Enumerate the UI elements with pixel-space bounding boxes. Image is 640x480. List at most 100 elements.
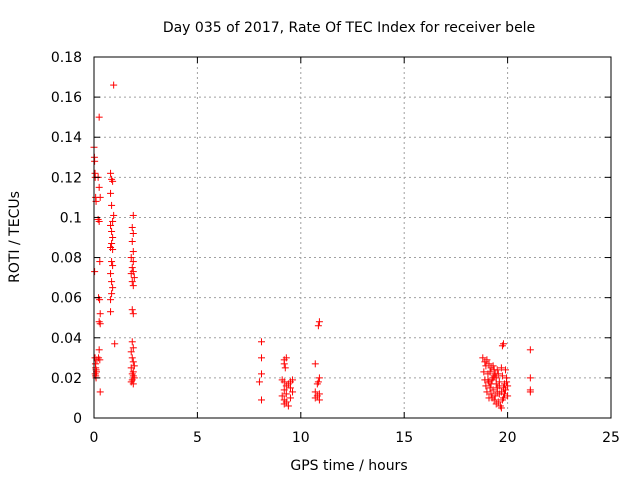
data-point-marker: [96, 258, 104, 266]
data-point-marker: [128, 238, 136, 246]
data-point-marker: [503, 378, 511, 386]
axis-ticks: [93, 56, 612, 419]
x-tick-label: 20: [499, 430, 517, 446]
data-point-marker: [258, 354, 266, 362]
data-point-marker: [107, 221, 115, 229]
data-point-marker: [128, 264, 136, 272]
data-point-marker: [286, 394, 294, 402]
data-point-marker: [504, 382, 512, 390]
data-point-marker: [492, 374, 500, 382]
data-point-marker: [108, 227, 116, 235]
data-point-marker: [500, 390, 508, 398]
data-point-marker: [129, 248, 137, 256]
data-point-marker: [489, 362, 497, 370]
y-tick-labels: 0 0.02 0.04 0.06 0.08 0.1 0.12 0.14 0.16 0.18: [51, 50, 82, 427]
data-point-marker: [490, 366, 498, 374]
data-point-marker: [258, 370, 266, 378]
data-point-marker: [96, 310, 104, 318]
data-point-marker: [526, 374, 534, 382]
data-point-marker: [129, 344, 137, 352]
data-point-marker: [111, 340, 119, 348]
data-point-marker: [280, 378, 288, 386]
chart-title: Day 035 of 2017, Rate Of TEC Index for r…: [163, 20, 535, 36]
data-point-marker: [289, 388, 297, 396]
data-markers: [90, 81, 534, 412]
data-point-marker: [526, 388, 534, 396]
x-tick-label: 10: [292, 430, 310, 446]
data-point-marker: [108, 278, 116, 286]
data-point-marker: [280, 386, 288, 394]
data-point-marker: [497, 364, 505, 372]
y-tick-label: 0.1: [60, 210, 82, 226]
data-point-marker: [502, 366, 510, 374]
data-point-marker: [488, 394, 496, 402]
x-axis-label: GPS time / hours: [290, 458, 407, 474]
data-point-marker: [109, 262, 117, 270]
data-point-marker: [95, 346, 103, 354]
data-point-marker: [127, 254, 135, 262]
data-point-marker: [311, 394, 319, 402]
data-point-marker: [482, 382, 490, 390]
y-tick-label: 0.02: [51, 371, 82, 387]
data-point-marker: [129, 211, 137, 219]
data-point-marker: [286, 384, 294, 392]
data-point-marker: [313, 380, 321, 388]
data-point-marker: [483, 388, 491, 396]
data-point-marker: [129, 258, 137, 266]
data-point-marker: [109, 177, 117, 185]
plot-frame: [93, 56, 612, 419]
data-point-marker: [96, 193, 104, 201]
data-point-marker: [315, 396, 323, 404]
data-point-marker: [484, 376, 492, 384]
data-point-marker: [499, 384, 507, 392]
data-point-marker: [108, 258, 116, 266]
data-point-marker: [96, 320, 104, 328]
data-point-marker: [107, 169, 115, 177]
data-point-marker: [280, 400, 288, 408]
data-point-marker: [128, 338, 136, 346]
x-tick-labels: 0 5 10 15 20 25: [90, 430, 620, 446]
data-point-marker: [492, 400, 500, 408]
data-point-marker: [284, 402, 292, 410]
data-point-marker: [314, 322, 322, 330]
data-point-marker: [278, 392, 286, 400]
data-point-marker: [108, 240, 116, 248]
data-point-marker: [498, 342, 506, 350]
data-point-marker: [130, 274, 138, 282]
data-point-marker: [129, 380, 137, 388]
data-point-marker: [110, 211, 118, 219]
data-point-marker: [129, 310, 137, 318]
data-point-marker: [107, 189, 115, 197]
data-point-marker: [109, 234, 117, 241]
data-point-marker: [95, 113, 103, 121]
x-tick-label: 5: [193, 430, 202, 446]
y-tick-label: 0.16: [51, 90, 82, 106]
data-point-marker: [258, 396, 266, 404]
y-tick-label: 0: [73, 411, 82, 427]
data-point-marker: [491, 370, 499, 378]
data-point-marker: [95, 183, 103, 191]
data-point-marker: [495, 382, 503, 390]
data-point-marker: [107, 270, 115, 278]
data-point-marker: [129, 229, 137, 237]
data-point-marker: [109, 284, 117, 292]
y-tick-label: 0.14: [51, 130, 82, 146]
data-point-marker: [96, 356, 104, 364]
data-point-marker: [487, 380, 495, 388]
data-point-marker: [108, 290, 116, 298]
data-point-marker: [128, 354, 136, 362]
data-point-marker: [110, 81, 118, 89]
data-point-marker: [282, 354, 290, 362]
data-point-marker: [315, 374, 323, 382]
grid-lines: [94, 57, 611, 418]
data-point-marker: [483, 356, 491, 364]
data-point-marker: [311, 360, 319, 368]
data-point-marker: [109, 246, 117, 254]
y-tick-label: 0.08: [51, 251, 82, 267]
data-point-marker: [255, 378, 263, 386]
y-axis-label: ROTI / TECUs: [7, 191, 23, 283]
data-point-marker: [129, 358, 137, 366]
y-tick-label: 0.18: [51, 50, 82, 66]
y-tick-label: 0.12: [51, 170, 82, 186]
